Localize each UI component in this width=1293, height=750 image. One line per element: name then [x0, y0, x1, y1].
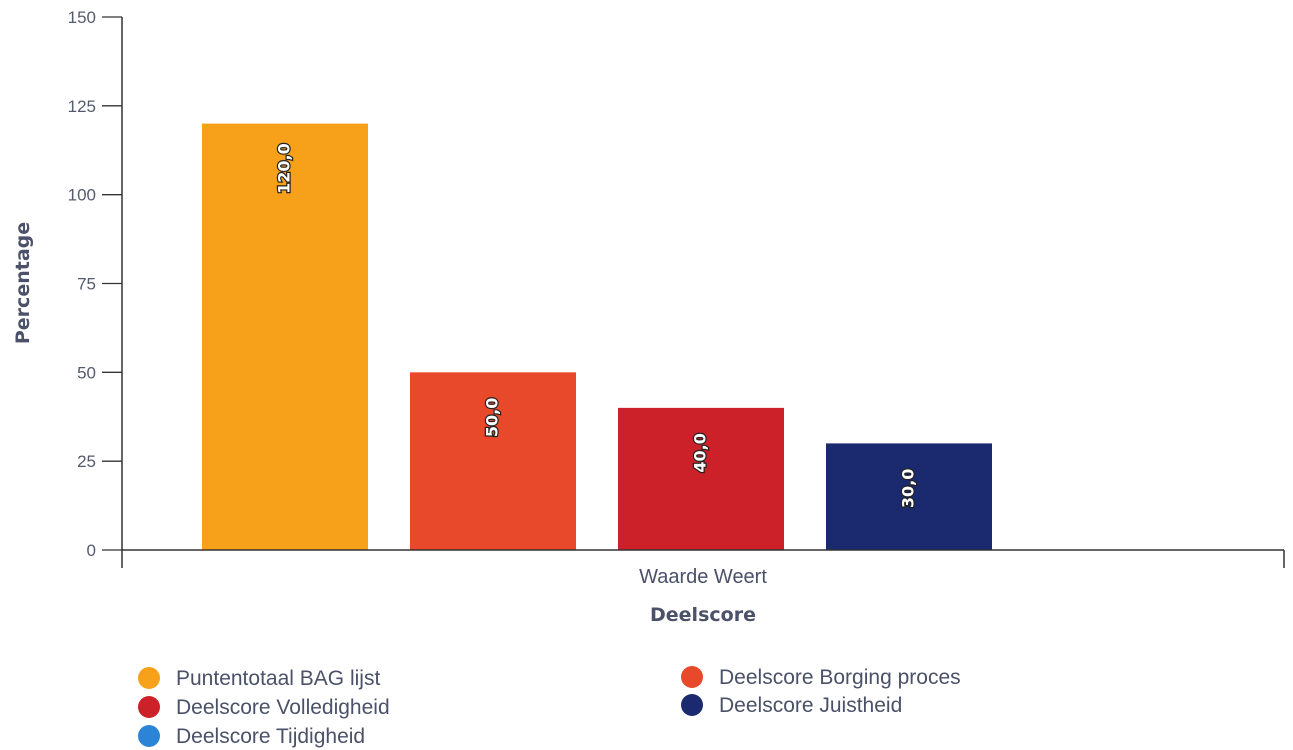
legend-label: Deelscore Juistheid: [719, 694, 902, 717]
y-axis-title: Percentage: [12, 222, 34, 344]
bars: [202, 123, 992, 550]
legend-label: Puntentotaal BAG lijst: [176, 667, 380, 690]
y-tick-label: 125: [68, 97, 96, 116]
y-axis-ticks: 0 25 50 75 100 125 150: [68, 8, 122, 560]
bar: [826, 443, 992, 550]
x-axis-title: Deelscore: [650, 604, 756, 626]
legend-marker: [138, 667, 160, 689]
bar-value-label: 40,0: [691, 433, 710, 472]
bar-value-label: 120,0: [275, 143, 294, 194]
legend-marker: [138, 725, 160, 747]
legend-marker: [138, 696, 160, 718]
legend-label: Deelscore Borging proces: [719, 666, 961, 689]
y-tick-label: 75: [77, 275, 96, 294]
legend-label: Deelscore Tijdigheid: [176, 725, 365, 748]
y-tick-label: 50: [77, 363, 96, 382]
bar: [202, 123, 368, 550]
legend-label: Deelscore Volledigheid: [176, 696, 390, 719]
bar-data-labels: 120,0 50,0 40,0 30,0: [273, 142, 918, 509]
y-tick-label: 25: [77, 452, 96, 471]
axes: [121, 17, 1285, 568]
y-tick-label: 150: [68, 8, 96, 27]
y-tick-label: 100: [68, 186, 96, 205]
legend-marker: [681, 694, 703, 716]
x-category-label: Waarde Weert: [639, 566, 767, 588]
bar-value-label: 50,0: [483, 398, 502, 437]
legend-marker: [681, 666, 703, 688]
bar: [618, 407, 784, 550]
y-tick-label: 0: [87, 541, 96, 560]
bar: [410, 372, 576, 550]
legend: Puntentotaal BAG lijst Deelscore Volledig…: [138, 666, 961, 748]
bar-value-label: 30,0: [899, 469, 918, 508]
